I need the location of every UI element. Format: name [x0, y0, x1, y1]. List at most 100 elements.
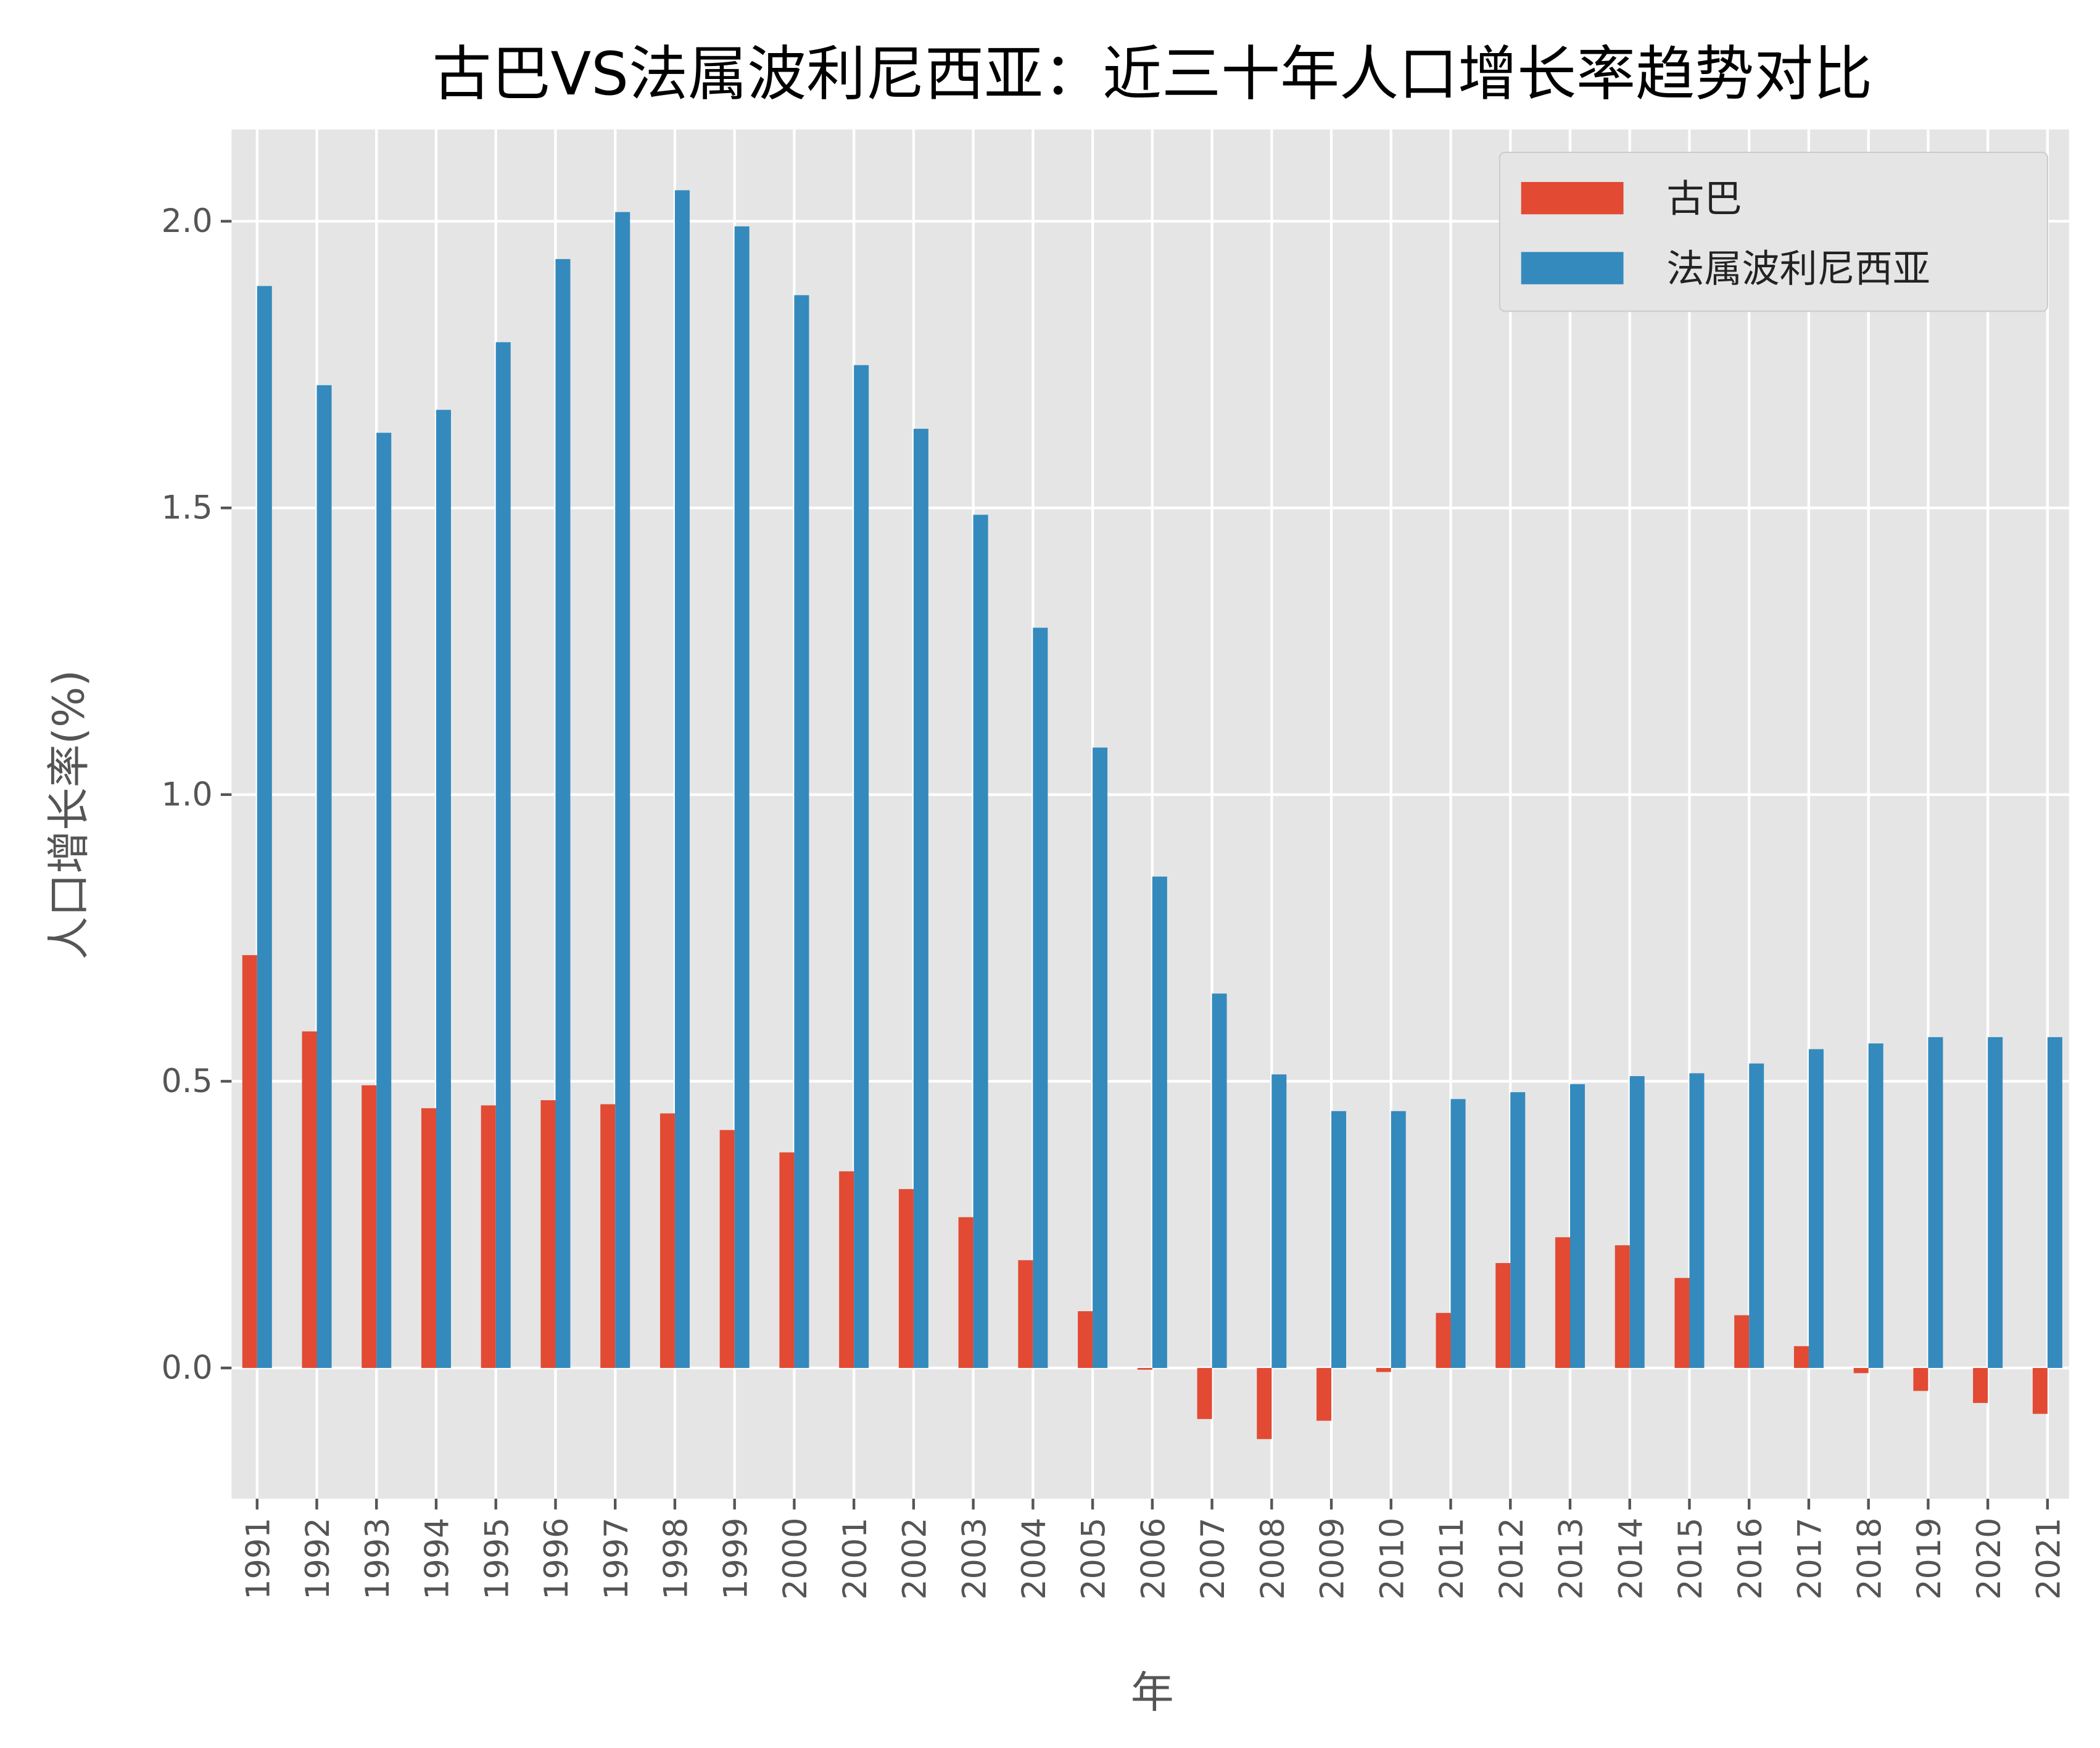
bar-french-polynesia: [1093, 747, 1108, 1369]
x-axis-label: 年: [1131, 1668, 1174, 1718]
bar-cuba: [719, 1130, 735, 1369]
bar-french-polynesia: [1629, 1076, 1645, 1369]
bar-cuba: [659, 1113, 675, 1369]
x-tick-label: 1999: [717, 1518, 754, 1600]
x-tick-label: 1995: [478, 1518, 516, 1600]
x-tick-label: 2014: [1612, 1518, 1650, 1600]
legend-swatch-french-polynesia: [1521, 252, 1624, 284]
bar-cuba: [1317, 1368, 1332, 1421]
bar-cuba: [1137, 1368, 1152, 1370]
bar-cuba: [1614, 1245, 1630, 1369]
bar-french-polynesia: [376, 433, 392, 1369]
bar-french-polynesia: [973, 515, 988, 1369]
bar-cuba: [1078, 1311, 1093, 1369]
bar-cuba: [1793, 1346, 1809, 1369]
x-tick-label: 1997: [598, 1518, 635, 1600]
bar-cuba: [1495, 1263, 1511, 1369]
x-tick-label: 2002: [896, 1518, 934, 1600]
bar-french-polynesia: [854, 365, 869, 1369]
x-tick-label: 2003: [956, 1518, 993, 1600]
x-tick-label: 1991: [239, 1518, 277, 1600]
bar-french-polynesia: [1033, 628, 1048, 1369]
bar-cuba: [540, 1100, 556, 1369]
bar-cuba: [242, 955, 257, 1369]
x-tick-label: 1993: [359, 1518, 397, 1600]
x-tick-label: 2017: [1792, 1518, 1829, 1600]
x-tick-label: 2004: [1015, 1518, 1053, 1600]
x-tick-label: 2020: [1970, 1518, 2008, 1600]
bar-french-polynesia: [1749, 1063, 1764, 1369]
bar-french-polynesia: [555, 259, 571, 1369]
x-tick-label: 2009: [1314, 1518, 1352, 1600]
bar-french-polynesia: [794, 295, 809, 1369]
bar-cuba: [779, 1152, 795, 1369]
bar-cuba: [362, 1085, 377, 1369]
bar-french-polynesia: [1152, 876, 1167, 1369]
legend-label-cuba: 古巴: [1666, 177, 1742, 221]
x-tick-label: 2000: [777, 1518, 814, 1600]
bar-cuba: [898, 1189, 914, 1369]
x-tick-label: 2001: [837, 1518, 874, 1600]
bar-french-polynesia: [2047, 1037, 2062, 1369]
bar-cuba: [958, 1217, 974, 1369]
x-tick-label: 1998: [658, 1518, 695, 1600]
bar-french-polynesia: [1510, 1092, 1526, 1369]
bar-cuba: [2032, 1368, 2048, 1414]
bar-french-polynesia: [436, 410, 451, 1369]
x-tick-label: 2008: [1254, 1518, 1292, 1600]
bar-cuba: [1257, 1368, 1272, 1439]
bar-cuba: [1376, 1368, 1391, 1372]
bar-cuba: [1913, 1368, 1928, 1391]
x-tick-label: 2016: [1732, 1518, 1769, 1600]
bar-french-polynesia: [1391, 1111, 1406, 1369]
x-tick-label: 2012: [1493, 1518, 1531, 1600]
x-tick-label: 2005: [1075, 1518, 1113, 1600]
bar-french-polynesia: [1868, 1043, 1883, 1369]
bar-cuba: [1973, 1368, 1988, 1403]
bar-french-polynesia: [674, 190, 690, 1369]
y-tick-label: 0.0: [161, 1349, 212, 1387]
bar-french-polynesia: [257, 286, 272, 1369]
x-tick-label: 1994: [419, 1518, 457, 1600]
x-tick-label: 2010: [1373, 1518, 1411, 1600]
bar-cuba: [1197, 1368, 1212, 1419]
bar-cuba: [481, 1105, 496, 1369]
bar-french-polynesia: [1689, 1073, 1705, 1369]
x-tick-label: 2015: [1672, 1518, 1709, 1600]
bar-cuba: [1018, 1260, 1033, 1369]
legend: 古巴 法属波利尼西亚: [1499, 151, 2048, 312]
y-tick-label: 1.5: [161, 489, 212, 527]
x-tick-label: 2013: [1553, 1518, 1590, 1600]
bar-french-polynesia: [1928, 1037, 1943, 1369]
y-tick-label: 1.0: [161, 776, 212, 813]
chart-title: 古巴VS法属波利尼西亚：近三十年人口增长率趋势对比: [432, 39, 1873, 109]
x-tick-label: 2021: [2030, 1518, 2068, 1600]
bar-french-polynesia: [1569, 1084, 1585, 1369]
y-axis-label: 人口增长率(%): [44, 670, 94, 960]
bar-french-polynesia: [913, 428, 928, 1369]
legend-swatch-cuba: [1521, 181, 1624, 215]
bar-cuba: [1436, 1312, 1451, 1369]
x-tick-label: 1992: [299, 1518, 337, 1600]
x-tick-label: 1996: [538, 1518, 576, 1600]
bar-french-polynesia: [495, 342, 511, 1369]
bar-cuba: [839, 1171, 854, 1369]
bar-cuba: [1853, 1368, 1869, 1373]
x-tick-label: 2007: [1194, 1518, 1232, 1600]
x-tick-label: 2018: [1851, 1518, 1888, 1600]
x-tick-label: 2011: [1433, 1518, 1471, 1600]
bar-french-polynesia: [1271, 1074, 1287, 1369]
bar-cuba: [1734, 1315, 1750, 1369]
bar-cuba: [302, 1031, 317, 1369]
bar-french-polynesia: [1808, 1049, 1824, 1369]
y-tick-label: 0.5: [161, 1062, 212, 1100]
bar-cuba: [421, 1108, 436, 1369]
bar-french-polynesia: [1988, 1037, 2003, 1369]
x-tick-label: 2019: [1911, 1518, 1948, 1600]
y-tick-label: 2.0: [161, 202, 212, 240]
bar-french-polynesia: [1212, 993, 1227, 1369]
bar-cuba: [600, 1104, 616, 1369]
bar-cuba: [1674, 1278, 1690, 1369]
bar-cuba: [1555, 1237, 1570, 1369]
